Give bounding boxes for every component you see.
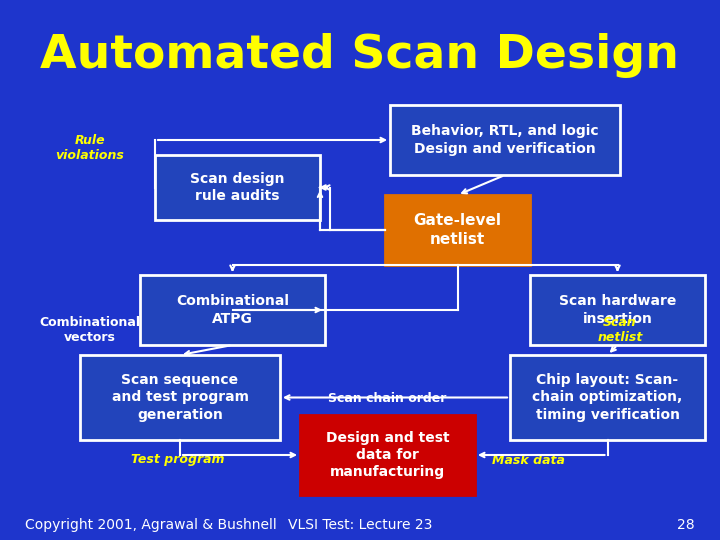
Bar xyxy=(140,275,325,345)
Bar xyxy=(155,155,320,220)
Text: 28: 28 xyxy=(678,518,695,532)
Text: Mask data: Mask data xyxy=(492,454,564,467)
Bar xyxy=(390,105,620,175)
Bar xyxy=(80,355,280,440)
Text: VLSI Test: Lecture 23: VLSI Test: Lecture 23 xyxy=(288,518,432,532)
Bar xyxy=(530,275,705,345)
Text: Gate-level
netlist: Gate-level netlist xyxy=(413,213,502,247)
Bar xyxy=(300,415,475,495)
Text: Combinational
ATPG: Combinational ATPG xyxy=(176,294,289,326)
Text: Behavior, RTL, and logic
Design and verification: Behavior, RTL, and logic Design and veri… xyxy=(411,124,599,156)
Bar xyxy=(385,195,530,265)
Bar xyxy=(510,355,705,440)
Text: Scan chain order: Scan chain order xyxy=(328,392,446,404)
Text: Design and test
data for
manufacturing: Design and test data for manufacturing xyxy=(325,431,449,480)
Text: Scan hardware
insertion: Scan hardware insertion xyxy=(559,294,676,326)
Text: Chip layout: Scan-
chain optimization,
timing verification: Chip layout: Scan- chain optimization, t… xyxy=(532,373,683,422)
Text: Rule
violations: Rule violations xyxy=(55,134,125,162)
Text: Combinational
vectors: Combinational vectors xyxy=(40,316,140,344)
Text: Copyright 2001, Agrawal & Bushnell: Copyright 2001, Agrawal & Bushnell xyxy=(25,518,276,532)
Text: Scan
netlist: Scan netlist xyxy=(598,316,643,344)
Text: Scan design
rule audits: Scan design rule audits xyxy=(190,172,284,203)
Text: Scan sequence
and test program
generation: Scan sequence and test program generatio… xyxy=(112,373,248,422)
Text: Test program: Test program xyxy=(131,454,225,467)
Text: Automated Scan Design: Automated Scan Design xyxy=(40,32,680,78)
